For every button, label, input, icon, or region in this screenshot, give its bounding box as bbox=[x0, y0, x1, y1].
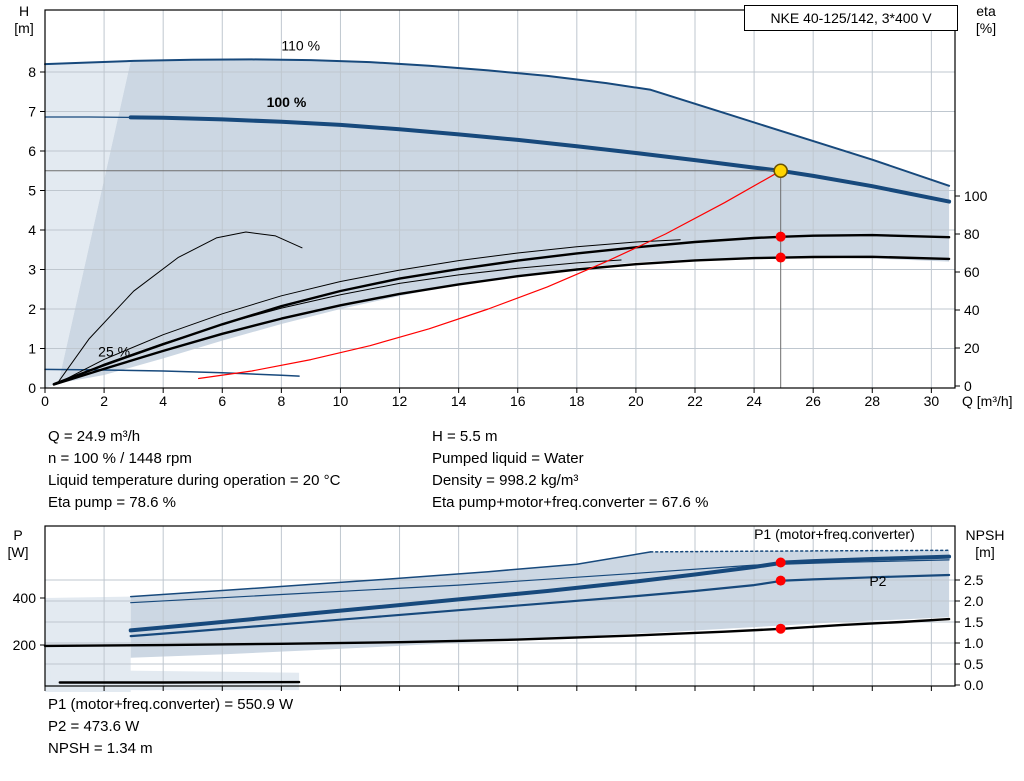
y-right-tick-label: 0.5 bbox=[964, 656, 984, 672]
x-tick-label: 16 bbox=[510, 393, 526, 409]
y-left-tick-label: 4 bbox=[28, 222, 36, 238]
footer-line-p1: P1 (motor+freq.converter) = 550.9 W bbox=[48, 696, 294, 713]
x-tick-label: 0 bbox=[41, 393, 49, 409]
plot-frame bbox=[44, 525, 956, 687]
y-right-tick-label: 2.0 bbox=[964, 593, 984, 609]
duty-parabola bbox=[198, 170, 782, 380]
curve-annotation: 110 % bbox=[281, 37, 320, 53]
y-right-axis-title: [%] bbox=[976, 20, 996, 36]
power-npsh-chart: 200 400 0.0 0.5 1.0 1.5 2.0 2.5 P[W] NPSH[m] P1 (m… bbox=[8, 525, 1005, 693]
curve-annotation: P2 bbox=[869, 573, 886, 589]
y-right-tick-label: 0 bbox=[964, 378, 972, 394]
eta-total-dot bbox=[775, 252, 786, 263]
eta-pump-dot bbox=[775, 231, 786, 242]
y-left-tick-label: 1 bbox=[28, 341, 36, 357]
region-low-speed-wash bbox=[45, 61, 131, 389]
y-right-tick-label: 1.0 bbox=[964, 635, 984, 651]
p2-dot bbox=[775, 575, 786, 586]
y-right-tick-label: 40 bbox=[964, 302, 980, 318]
curve-annotation: P1 (motor+freq.converter) bbox=[754, 526, 915, 542]
y-left-tick-label: 7 bbox=[28, 104, 36, 120]
x-tick-label: 4 bbox=[159, 393, 167, 409]
x-tick-label: 12 bbox=[392, 393, 408, 409]
qh-eta-chart: 0 2 4 6 8 10 12 14 16 18 20 22 24 26 28 300123456780204… bbox=[14, 3, 1012, 409]
y-right-tick-label: 100 bbox=[964, 188, 988, 204]
y-right-tick-label: 0.0 bbox=[964, 677, 984, 693]
power-info-footer: P1 (motor+freq.converter) = 550.9 W P2 =… bbox=[48, 694, 293, 760]
power-limit-dotted bbox=[649, 549, 950, 553]
duty-info-right: H = 5.5 m Pumped liquid = Water Density … bbox=[432, 426, 708, 514]
x-axis-title: Q [m³/h] bbox=[962, 393, 1013, 409]
y-right-axis-title: eta bbox=[976, 3, 996, 19]
qh-curve-110pct bbox=[44, 58, 951, 187]
p1-envelope-top bbox=[129, 551, 652, 598]
x-tick-label: 8 bbox=[277, 393, 285, 409]
eta-curve-25pct bbox=[56, 231, 303, 385]
info-line-q: Q = 24.9 m³/h bbox=[48, 428, 141, 445]
plot-frame bbox=[44, 9, 956, 389]
x-tick-label: 14 bbox=[451, 393, 467, 409]
eta-thin-a bbox=[59, 239, 681, 383]
info-line-eta-pump: Eta pump = 78.6 % bbox=[48, 494, 176, 511]
duty-info-left: Q = 24.9 m³/h n = 100 % / 1448 rpm Liqui… bbox=[48, 426, 340, 514]
p1-dot bbox=[775, 557, 786, 568]
y-right-axis-title: NPSH bbox=[966, 527, 1005, 543]
info-line-density: Density = 998.2 kg/m³ bbox=[432, 472, 579, 489]
y-left-tick-label: 0 bbox=[28, 380, 36, 396]
y-right-tick-label: 1.5 bbox=[964, 614, 984, 630]
y-left-axis-title: H bbox=[19, 3, 29, 19]
footer-line-npsh: NPSH = 1.34 m bbox=[48, 740, 153, 757]
x-tick-label: 30 bbox=[924, 393, 940, 409]
p1-curve bbox=[128, 554, 952, 633]
x-tick-label: 2 bbox=[100, 393, 108, 409]
curve-annotation: 25 % bbox=[98, 343, 130, 359]
y-left-tick-label: 6 bbox=[28, 143, 36, 159]
y-left-tick-label: 400 bbox=[13, 590, 37, 606]
y-right-axis-title: [m] bbox=[975, 544, 994, 560]
x-tick-label: 26 bbox=[805, 393, 821, 409]
y-left-tick-label: 3 bbox=[28, 262, 36, 278]
x-tick-label: 18 bbox=[569, 393, 585, 409]
y-right-tick-label: 2.5 bbox=[964, 572, 984, 588]
eta-pump-curve bbox=[52, 233, 951, 386]
x-tick-label: 28 bbox=[864, 393, 880, 409]
npsh-dot bbox=[775, 623, 786, 634]
npsh-curve bbox=[43, 617, 951, 648]
footer-line-p2: P2 = 473.6 W bbox=[48, 718, 140, 735]
y-left-tick-label: 8 bbox=[28, 64, 36, 80]
y-left-tick-label: 2 bbox=[28, 301, 36, 317]
info-line-speed: n = 100 % / 1448 rpm bbox=[48, 450, 192, 467]
y-right-tick-label: 60 bbox=[964, 264, 980, 280]
curve-annotation: 100 % bbox=[267, 94, 307, 110]
y-right-tick-label: 20 bbox=[964, 340, 980, 356]
y-left-axis-title: P bbox=[13, 527, 22, 543]
region-npsh-band bbox=[50, 669, 300, 691]
info-line-h: H = 5.5 m bbox=[432, 428, 498, 445]
duty-point bbox=[773, 163, 788, 179]
eta-total-curve bbox=[52, 255, 951, 386]
pump-model-title-box: NKE 40-125/142, 3*400 V bbox=[744, 5, 958, 31]
x-tick-label: 22 bbox=[687, 393, 703, 409]
x-tick-label: 24 bbox=[746, 393, 762, 409]
x-tick-label: 6 bbox=[218, 393, 226, 409]
y-left-axis-title: [m] bbox=[14, 20, 33, 36]
x-tick-label: 10 bbox=[333, 393, 349, 409]
p1-thin-companion bbox=[130, 559, 950, 604]
y-right-tick-label: 80 bbox=[964, 226, 980, 242]
y-left-tick-label: 200 bbox=[13, 637, 37, 653]
info-line-liquid: Pumped liquid = Water bbox=[432, 450, 584, 467]
info-line-eta-total: Eta pump+motor+freq.converter = 67.6 % bbox=[432, 494, 709, 511]
x-tick-label: 20 bbox=[628, 393, 644, 409]
y-left-tick-label: 5 bbox=[28, 183, 36, 199]
y-left-axis-title: [W] bbox=[8, 544, 29, 560]
info-line-temperature: Liquid temperature during operation = 20… bbox=[48, 472, 341, 489]
p2-curve bbox=[129, 573, 951, 638]
region-power-wash-left bbox=[45, 596, 131, 692]
qh-curve-100pct bbox=[128, 115, 952, 204]
